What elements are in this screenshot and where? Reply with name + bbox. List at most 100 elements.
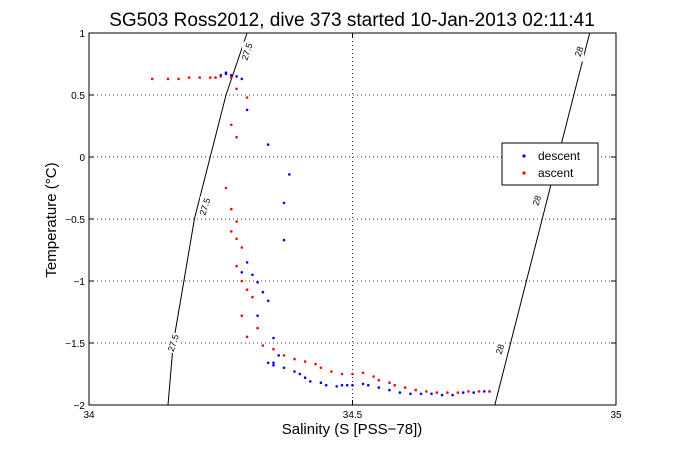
ascent-point xyxy=(256,326,259,330)
ascent-point xyxy=(235,264,238,268)
ascent-point xyxy=(293,357,296,361)
descent-point xyxy=(345,383,349,387)
ascent-point xyxy=(314,362,317,366)
descent-point xyxy=(451,393,454,397)
descent-point xyxy=(430,392,433,396)
descent-point xyxy=(367,383,370,387)
ascent-point xyxy=(303,360,307,363)
ascent-point xyxy=(230,207,233,211)
descent-point xyxy=(419,392,423,396)
x-tick-label: 35 xyxy=(610,410,622,421)
y-axis-label: Temperature (°C) xyxy=(43,162,60,277)
contour-label: 28 xyxy=(573,45,586,58)
descent-point xyxy=(440,393,444,397)
descent-point xyxy=(461,391,465,394)
legend-box xyxy=(501,142,599,186)
contour-label-bg xyxy=(168,333,179,353)
x-axis-label: Salinity (S [PSS−78]) xyxy=(282,421,422,438)
descent-point xyxy=(266,143,270,146)
ascent-point xyxy=(372,375,375,378)
descent-point xyxy=(261,290,265,294)
legend-label-ascent: ascent xyxy=(538,166,574,180)
ascent-point xyxy=(230,123,233,127)
contour-label-bg xyxy=(531,190,542,211)
ascent-point xyxy=(282,354,286,357)
ascent-point xyxy=(198,76,201,79)
ascent-point xyxy=(272,347,275,351)
ascent-point xyxy=(240,246,244,249)
descent-point xyxy=(256,280,259,284)
isopycnal-line xyxy=(494,32,591,406)
ascent-point xyxy=(219,75,223,78)
descent-point xyxy=(245,261,249,264)
chart-title: SG503 Ross2012, dive 373 started 10-Jan-… xyxy=(109,10,595,31)
ascent-point xyxy=(330,370,333,373)
ascent-point xyxy=(377,378,381,382)
descent-point xyxy=(224,71,228,74)
ascent-point xyxy=(235,220,238,223)
ascent-point xyxy=(240,314,244,318)
ascent-point xyxy=(477,390,481,393)
descent-point xyxy=(282,201,286,205)
contour-label: 28 xyxy=(531,194,544,207)
y-tick-label: −2 xyxy=(74,401,86,412)
legend-marker-ascent xyxy=(522,171,526,175)
ascent-point xyxy=(361,371,365,375)
x-tick-label: 34.5 xyxy=(343,410,363,421)
ascent-point xyxy=(245,288,249,292)
ascent-point xyxy=(166,77,170,81)
ascent-point xyxy=(340,372,344,376)
ascent-point xyxy=(446,391,449,394)
ascent-point xyxy=(456,391,460,394)
ascent-point xyxy=(224,186,228,190)
descent-point xyxy=(293,370,296,373)
y-tick-label: 0.5 xyxy=(71,91,85,102)
ascent-point xyxy=(251,295,254,299)
descent-point xyxy=(398,391,402,394)
descent-point xyxy=(266,299,270,303)
descent-point xyxy=(256,314,259,318)
ascent-point xyxy=(245,335,249,339)
contour-label-bg xyxy=(495,339,506,360)
ascent-point xyxy=(214,76,217,79)
y-tick-label: 1 xyxy=(79,29,85,40)
ascent-point xyxy=(319,366,323,370)
descent-point xyxy=(335,385,339,388)
ascent-point xyxy=(245,96,249,99)
ascent-point xyxy=(467,390,470,393)
y-tick-label: −1 xyxy=(74,277,86,288)
ascent-point xyxy=(240,279,244,283)
descent-point xyxy=(409,392,412,396)
y-tick-label: −0.5 xyxy=(65,215,85,226)
data-points xyxy=(150,71,491,397)
contour-label-bg xyxy=(199,196,210,217)
contour-label-bg xyxy=(242,41,253,62)
y-tick-label: −1.5 xyxy=(65,339,85,350)
descent-point xyxy=(272,364,275,367)
descent-point xyxy=(245,108,249,112)
legend: descent ascent xyxy=(501,142,599,186)
ascent-point xyxy=(388,381,391,385)
ascent-point xyxy=(235,135,238,139)
ascent-point xyxy=(235,87,238,91)
descent-point xyxy=(298,372,302,376)
contour-label: 28 xyxy=(494,343,507,356)
ascent-point xyxy=(150,77,154,81)
descent-point xyxy=(235,75,238,78)
ascent-point xyxy=(351,372,354,376)
descent-point xyxy=(240,271,244,274)
ascent-point xyxy=(235,237,238,241)
descent-point xyxy=(272,336,275,340)
ascent-point xyxy=(230,76,233,79)
legend-label-descent: descent xyxy=(538,149,581,163)
descent-point xyxy=(309,380,312,383)
descent-point xyxy=(282,238,286,242)
descent-point xyxy=(272,361,275,365)
ascent-point xyxy=(261,344,265,347)
descent-point xyxy=(377,386,381,389)
descent-point xyxy=(351,383,354,387)
x-tick-label: 34 xyxy=(83,410,95,421)
descent-point xyxy=(230,73,233,77)
